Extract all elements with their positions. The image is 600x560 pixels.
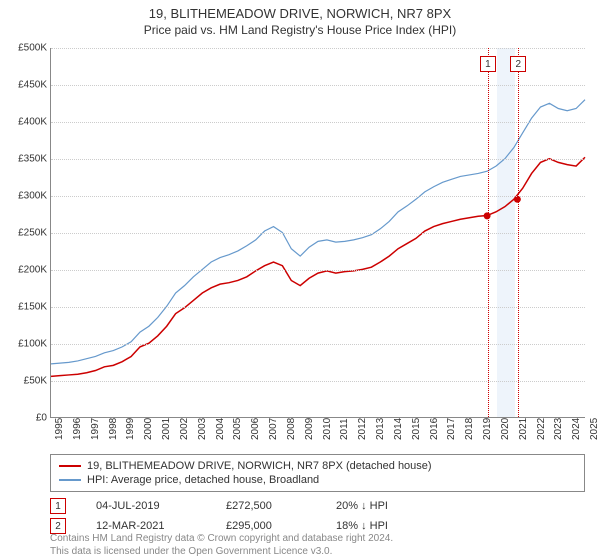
gridline bbox=[51, 159, 585, 160]
x-tick-label: 2000 bbox=[143, 418, 154, 440]
transaction-diff-2: 18% ↓ HPI bbox=[336, 520, 388, 532]
gridline bbox=[51, 270, 585, 271]
x-tick-label: 1998 bbox=[108, 418, 119, 440]
y-tick-label: £350K bbox=[3, 154, 47, 165]
gridline bbox=[51, 381, 585, 382]
plot-area: £0£50K£100K£150K£200K£250K£300K£350K£400… bbox=[50, 48, 585, 418]
legend-item-property: 19, BLITHEMEADOW DRIVE, NORWICH, NR7 8PX… bbox=[59, 459, 576, 473]
legend-swatch-property bbox=[59, 465, 81, 467]
x-tick-label: 2022 bbox=[536, 418, 547, 440]
chart-subtitle: Price paid vs. HM Land Registry's House … bbox=[0, 21, 600, 41]
y-tick-label: £400K bbox=[3, 117, 47, 128]
x-tick-label: 2013 bbox=[375, 418, 386, 440]
chart-title: 19, BLITHEMEADOW DRIVE, NORWICH, NR7 8PX bbox=[0, 0, 600, 21]
x-tick-label: 2017 bbox=[446, 418, 457, 440]
gridline bbox=[51, 122, 585, 123]
gridline bbox=[51, 48, 585, 49]
legend-swatch-hpi bbox=[59, 479, 81, 481]
transaction-price-2: £295,000 bbox=[226, 520, 306, 532]
x-tick-label: 1996 bbox=[72, 418, 83, 440]
y-tick-label: £500K bbox=[3, 43, 47, 54]
transaction-marker-on-chart: 1 bbox=[480, 56, 496, 72]
transaction-date-2: 12-MAR-2021 bbox=[96, 520, 196, 532]
gridline bbox=[51, 196, 585, 197]
x-tick-label: 1995 bbox=[54, 418, 65, 440]
y-tick-label: £250K bbox=[3, 228, 47, 239]
y-tick-label: £450K bbox=[3, 80, 47, 91]
legend-label-hpi: HPI: Average price, detached house, Broa… bbox=[87, 474, 319, 486]
copyright: Contains HM Land Registry data © Crown c… bbox=[50, 532, 393, 558]
copyright-line2: This data is licensed under the Open Gov… bbox=[50, 545, 393, 558]
x-tick-label: 2002 bbox=[179, 418, 190, 440]
y-tick-label: £150K bbox=[3, 302, 47, 313]
x-tick-label: 2010 bbox=[322, 418, 333, 440]
y-tick-label: £300K bbox=[3, 191, 47, 202]
gridline bbox=[51, 233, 585, 234]
x-tick-label: 2021 bbox=[518, 418, 529, 440]
legend: 19, BLITHEMEADOW DRIVE, NORWICH, NR7 8PX… bbox=[50, 454, 585, 492]
y-tick-label: £200K bbox=[3, 265, 47, 276]
x-tick-label: 2020 bbox=[500, 418, 511, 440]
legend-label-property: 19, BLITHEMEADOW DRIVE, NORWICH, NR7 8PX… bbox=[87, 460, 432, 472]
gridline bbox=[51, 344, 585, 345]
x-tick-label: 2007 bbox=[268, 418, 279, 440]
x-tick-label: 2014 bbox=[393, 418, 404, 440]
legend-item-hpi: HPI: Average price, detached house, Broa… bbox=[59, 473, 576, 487]
chart-container: 19, BLITHEMEADOW DRIVE, NORWICH, NR7 8PX… bbox=[0, 0, 600, 560]
x-tick-label: 2009 bbox=[304, 418, 315, 440]
x-tick-label: 1997 bbox=[90, 418, 101, 440]
x-tick-label: 2006 bbox=[250, 418, 261, 440]
y-tick-label: £100K bbox=[3, 339, 47, 350]
y-tick-label: £50K bbox=[3, 376, 47, 387]
transaction-date-1: 04-JUL-2019 bbox=[96, 500, 196, 512]
y-tick-label: £0 bbox=[3, 413, 47, 424]
x-tick-label: 2003 bbox=[197, 418, 208, 440]
transaction-diff-1: 20% ↓ HPI bbox=[336, 500, 388, 512]
copyright-line1: Contains HM Land Registry data © Crown c… bbox=[50, 532, 393, 545]
transaction-vline bbox=[488, 48, 489, 417]
x-tick-label: 2018 bbox=[464, 418, 475, 440]
x-tick-label: 2023 bbox=[553, 418, 564, 440]
transaction-vline bbox=[518, 48, 519, 417]
series-line-hpi bbox=[51, 100, 585, 364]
transaction-price-1: £272,500 bbox=[226, 500, 306, 512]
gridline bbox=[51, 307, 585, 308]
x-tick-label: 2019 bbox=[482, 418, 493, 440]
x-tick-label: 2004 bbox=[215, 418, 226, 440]
x-tick-label: 2024 bbox=[571, 418, 582, 440]
x-tick-label: 2008 bbox=[286, 418, 297, 440]
x-tick-label: 2025 bbox=[589, 418, 600, 440]
x-tick-label: 2011 bbox=[339, 418, 350, 440]
x-tick-label: 2001 bbox=[161, 418, 172, 440]
transaction-marker-1: 1 bbox=[50, 498, 66, 514]
gridline bbox=[51, 85, 585, 86]
x-tick-label: 1999 bbox=[125, 418, 136, 440]
transaction-marker-on-chart: 2 bbox=[510, 56, 526, 72]
x-tick-label: 2015 bbox=[411, 418, 422, 440]
x-tick-label: 2016 bbox=[429, 418, 440, 440]
transaction-row-1: 1 04-JUL-2019 £272,500 20% ↓ HPI bbox=[50, 498, 585, 514]
x-tick-label: 2005 bbox=[232, 418, 243, 440]
x-tick-label: 2012 bbox=[357, 418, 368, 440]
